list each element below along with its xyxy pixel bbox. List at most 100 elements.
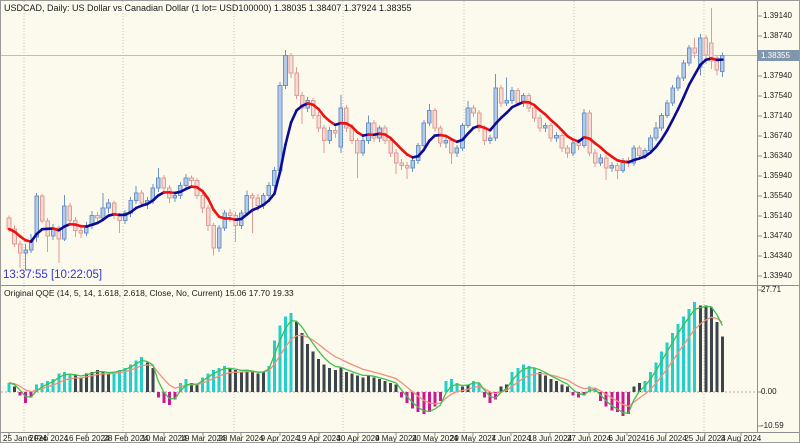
- candle: [675, 77, 681, 89]
- qqe-indicator-label: Original QQE (14, 5, 14, 1.618, 2.618, C…: [4, 288, 294, 298]
- date-axis-label: 20 May 2024: [411, 434, 459, 443]
- qqe-bar: [660, 351, 664, 392]
- candle: [631, 147, 637, 164]
- candles-layer: [6, 8, 725, 271]
- price-axis-label: 1.34740: [763, 231, 792, 240]
- qqe-bar: [494, 392, 498, 400]
- candle: [598, 157, 604, 164]
- qqe-bar: [626, 392, 630, 415]
- qqe-bar: [577, 392, 581, 398]
- candle: [139, 192, 145, 204]
- candle: [95, 215, 100, 219]
- candle: [133, 192, 139, 201]
- candle: [393, 152, 399, 164]
- date-axis-label: 19 Apr 2024: [297, 434, 341, 443]
- qqe-bar: [460, 386, 464, 392]
- candle: [250, 195, 255, 199]
- qqe-bar: [538, 371, 542, 392]
- candle: [23, 249, 28, 254]
- qqe-bar: [24, 392, 28, 404]
- date-axis-label: 28 Mar 2024: [218, 434, 264, 443]
- qqe-bar: [632, 386, 636, 392]
- candle: [266, 185, 272, 196]
- qqe-bar: [566, 386, 570, 392]
- candle: [255, 197, 261, 206]
- candle: [122, 212, 128, 221]
- candle: [344, 107, 349, 129]
- qqe-bar: [582, 392, 586, 396]
- qqe-bar: [444, 380, 448, 392]
- qqe-bar: [560, 384, 564, 392]
- qqe-bar: [488, 392, 492, 404]
- candle: [570, 142, 576, 154]
- qqe-bar: [422, 392, 426, 415]
- qqe-bar: [671, 333, 675, 392]
- qqe-bar: [411, 392, 415, 409]
- qqe-bar: [455, 382, 459, 392]
- qqe-bar: [272, 340, 276, 392]
- qqe-bar: [527, 366, 531, 392]
- qqe-bar: [29, 392, 33, 398]
- candle: [399, 162, 404, 166]
- candle: [692, 47, 698, 54]
- candle: [493, 87, 498, 139]
- candle: [637, 147, 642, 156]
- qqe-bar: [715, 322, 719, 392]
- candle: [371, 122, 377, 139]
- date-axis-label: 27 Jun 2024: [566, 434, 612, 443]
- qqe-bar: [162, 392, 166, 404]
- candle: [310, 100, 316, 116]
- candle: [316, 115, 321, 129]
- candle: [681, 62, 686, 79]
- date-axis-label: 16 Jul 2024: [645, 434, 687, 443]
- candle: [366, 122, 371, 141]
- candle: [532, 107, 537, 119]
- qqe-bar: [355, 375, 359, 392]
- date-axis-label: 9 Apr 2024: [260, 434, 300, 443]
- qqe-bar: [7, 382, 11, 392]
- candle: [648, 137, 653, 151]
- qqe-bar: [73, 375, 77, 392]
- candle: [609, 165, 615, 169]
- qqe-bar: [322, 364, 326, 392]
- candle: [332, 130, 338, 134]
- moving-average-line: [7, 57, 724, 243]
- candle: [714, 57, 720, 71]
- candle: [471, 107, 476, 114]
- qqe-bar: [416, 392, 420, 413]
- date-axis-label: 19 Mar 2024: [180, 434, 226, 443]
- qqe-bar: [107, 373, 111, 392]
- candle: [211, 225, 216, 249]
- clock-display[interactable]: 13:37:55 [10:22:05]: [3, 269, 103, 281]
- date-axis-label: 28 Feb 2024: [103, 434, 149, 443]
- candle: [117, 215, 122, 221]
- candle: [410, 160, 415, 169]
- date-axis-label: 10 Mar 2024: [141, 434, 187, 443]
- qqe-bar: [239, 371, 243, 392]
- candle: [426, 110, 432, 124]
- qqe-bar: [389, 382, 393, 392]
- date-axis-label: 9 May 2024: [375, 434, 417, 443]
- candle: [283, 55, 288, 86]
- qqe-bar: [256, 373, 260, 392]
- candle: [498, 87, 504, 104]
- price-axis-label: 1.33940: [763, 271, 792, 280]
- qqe-bar: [466, 384, 470, 392]
- date-axis-label: 25 Jan 2024: [3, 434, 48, 443]
- candle: [78, 230, 84, 234]
- candle: [272, 170, 277, 186]
- qqe-bar: [720, 336, 724, 392]
- candle: [205, 207, 211, 226]
- qqe-bar: [516, 368, 520, 392]
- qqe-bar: [79, 377, 83, 392]
- qqe-bar: [604, 392, 608, 407]
- candle: [62, 205, 67, 240]
- qqe-bar: [682, 316, 686, 392]
- qqe-bar: [123, 368, 127, 392]
- qqe-bar: [317, 358, 321, 392]
- date-axis-label: 3 Aug 2024: [720, 434, 762, 443]
- candle: [587, 112, 592, 154]
- candle: [172, 195, 178, 199]
